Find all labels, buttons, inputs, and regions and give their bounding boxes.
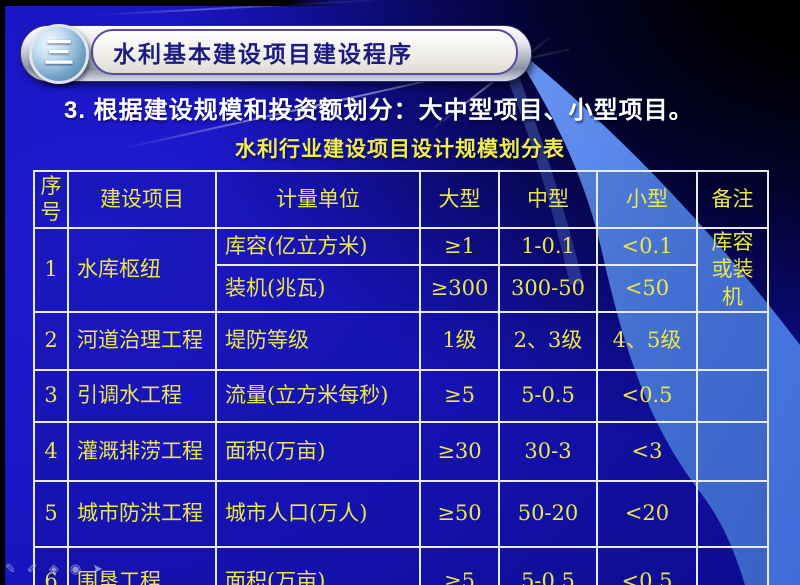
cursor-icon[interactable]: ➤ xyxy=(92,561,104,576)
table-cell xyxy=(696,479,769,548)
table-row: 4 灌溉排涝工程 面积(万亩) ≥30 30-3 <3 xyxy=(33,420,769,482)
table-cell xyxy=(696,368,769,423)
table-cell: ≥300 xyxy=(419,264,500,313)
slide-subtitle: 3. 根据建设规模和投资额划分：大中型项目、小型项目。 xyxy=(64,97,694,124)
highlighter-icon[interactable]: ✐ xyxy=(26,561,38,576)
table-cell xyxy=(696,310,769,371)
eraser-icon[interactable]: ◉ xyxy=(69,561,82,576)
table-cell: 4 xyxy=(33,420,69,482)
table-cell: 城市人口(万人) xyxy=(215,479,421,548)
table-cell: <50 xyxy=(596,264,698,313)
table-cell: 装机(兆瓦) xyxy=(215,264,421,313)
table-cell: 1-0.1 xyxy=(498,226,598,267)
table-cell: ≥5 xyxy=(419,368,500,423)
shape-icon[interactable]: ◈ xyxy=(48,561,59,576)
column-header-no: 序号 xyxy=(33,170,69,229)
table-cell: 灌溉排涝工程 xyxy=(67,420,217,482)
table-cell: <3 xyxy=(596,420,698,482)
table-cell: 300-50 xyxy=(498,264,598,313)
table-cell: <20 xyxy=(596,479,698,548)
top-black-edge xyxy=(0,0,345,6)
annotation-toolbar: ✎ ✐ ◈ ◉ ➤ xyxy=(5,562,103,575)
table-cell: 城市防洪工程 xyxy=(67,479,217,548)
column-header-note: 备注 xyxy=(696,170,769,229)
table-row: 1 水库枢纽 库容(亿立方米) ≥1 1-0.1 <0.1 库容或装机 xyxy=(33,226,769,313)
pen-icon[interactable]: ✎ xyxy=(5,561,16,576)
table-cell: 4、5级 xyxy=(596,310,698,371)
table-header-row: 序号 建设项目 计量单位 大型 中型 小型 备注 xyxy=(33,170,769,229)
table-row: 5 城市防洪工程 城市人口(万人) ≥50 50-20 <20 xyxy=(33,479,769,548)
table-cell: 2 xyxy=(33,310,69,371)
table-cell: 流量(立方米每秒) xyxy=(215,368,421,423)
table-cell: 5 xyxy=(33,479,69,548)
table-cell: 引调水工程 xyxy=(67,368,217,423)
scale-division-table: 序号 建设项目 计量单位 大型 中型 小型 备注 1 水库枢纽 库容(亿立方米)… xyxy=(33,170,769,585)
table-cell: ≥5 xyxy=(419,545,500,585)
table-row: 2 河道治理工程 堤防等级 1级 2、3级 4、5级 xyxy=(33,310,769,371)
table-cell: 5-0.5 xyxy=(498,545,598,585)
column-header-medium: 中型 xyxy=(498,170,598,229)
column-header-unit: 计量单位 xyxy=(215,170,421,229)
table-cell: 30-3 xyxy=(498,420,598,482)
table-cell xyxy=(696,420,769,482)
banner-title: 水利基本建设项目建设程序 xyxy=(113,41,413,67)
table-cell: 库容(亿立方米) xyxy=(215,226,421,267)
table-cell: 堤防等级 xyxy=(215,310,421,371)
table-cell: 面积(万亩) xyxy=(215,545,421,585)
chapter-number-label: 三 xyxy=(44,37,74,70)
table-cell: 河道治理工程 xyxy=(67,310,217,371)
table-row: 装机(兆瓦) ≥300 300-50 <50 xyxy=(34,264,768,313)
table-cell: 库容或装机 xyxy=(696,227,769,313)
table-cell: <0.5 xyxy=(596,368,698,423)
column-header-small: 小型 xyxy=(596,170,698,229)
table-cell: 1 xyxy=(33,227,69,313)
table-cell: 6 xyxy=(33,545,69,585)
table-row: 6 围垦工程 面积(万亩) ≥5 5-0.5 <0.5 xyxy=(33,545,769,585)
table-cell: 3 xyxy=(33,368,69,423)
table-cell: 1级 xyxy=(419,310,500,371)
table-cell: 面积(万亩) xyxy=(215,420,421,482)
table-cell: 5-0.5 xyxy=(498,368,598,423)
table-title: 水利行业建设项目设计规模划分表 xyxy=(235,138,565,161)
table-cell: <0.5 xyxy=(596,545,698,585)
table-cell: 50-20 xyxy=(498,479,598,548)
banner-title-plate: 水利基本建设项目建设程序 xyxy=(91,29,518,75)
table-cell xyxy=(696,545,769,585)
chapter-number-badge: 三 xyxy=(29,24,89,84)
table-cell: ≥1 xyxy=(419,226,500,267)
column-header-large: 大型 xyxy=(419,170,500,229)
table-cell: ≥30 xyxy=(419,420,500,482)
table-cell: 2、3级 xyxy=(498,310,598,371)
table-cell: 水库枢纽 xyxy=(67,227,217,313)
table-row: 3 引调水工程 流量(立方米每秒) ≥5 5-0.5 <0.5 xyxy=(33,368,769,423)
chapter-banner: 水利基本建设项目建设程序 三 xyxy=(20,24,532,84)
table-cell: ≥50 xyxy=(419,479,500,548)
table-cell: <0.1 xyxy=(596,226,698,267)
column-header-project: 建设项目 xyxy=(67,170,217,229)
left-black-edge xyxy=(0,0,5,585)
table-cell: 围垦工程 xyxy=(67,545,217,585)
